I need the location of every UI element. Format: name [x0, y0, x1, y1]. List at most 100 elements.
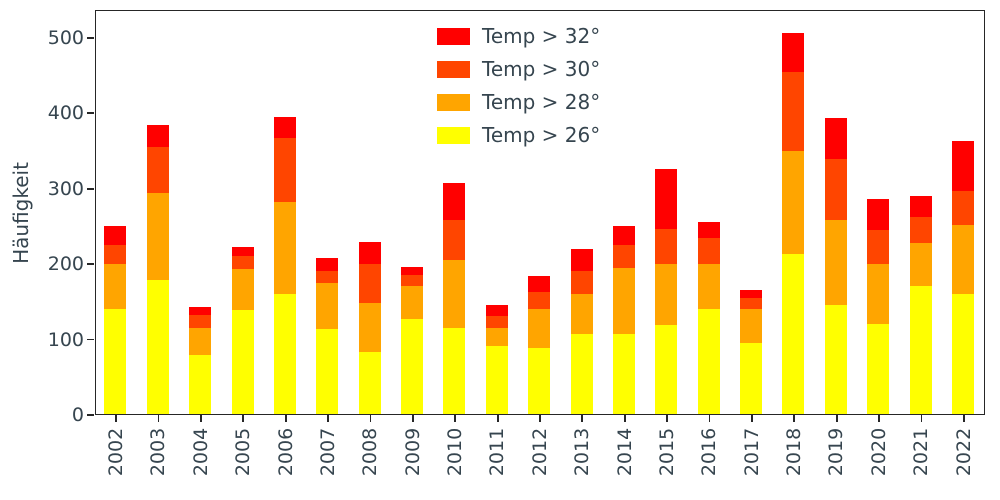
- y-tick-label: 100: [47, 328, 84, 351]
- bar-segment: [273, 293, 296, 414]
- y-tick-label: 400: [47, 102, 84, 125]
- x-tick-mark: [369, 415, 372, 422]
- bar-segment: [401, 318, 424, 414]
- bar-segment: [104, 226, 127, 246]
- bar-segment: [528, 308, 551, 348]
- bar-segment: [782, 254, 805, 414]
- x-tick-label-text: 2002: [105, 427, 128, 477]
- y-tick-label: 200: [47, 253, 84, 276]
- x-tick-label-text: 2009: [401, 427, 424, 477]
- bar-segment: [104, 263, 127, 309]
- legend-swatch: [437, 93, 470, 111]
- x-tick-mark: [920, 415, 923, 422]
- bar-segment: [316, 282, 339, 330]
- bar-segment: [358, 302, 381, 352]
- x-tick-label-text: 2007: [317, 427, 340, 477]
- bar-segment: [231, 256, 254, 270]
- bar-2014: [612, 226, 635, 414]
- bar-2015: [655, 168, 678, 414]
- bar-segment: [824, 305, 847, 414]
- bar-segment: [485, 327, 508, 347]
- bar-segment: [612, 333, 635, 414]
- bar-segment: [952, 191, 974, 225]
- x-tick-mark: [793, 415, 796, 422]
- y-tick-mark: [87, 187, 94, 190]
- bar-segment: [316, 271, 339, 283]
- bar-segment: [570, 271, 593, 294]
- x-tick-label: 2022: [936, 424, 992, 480]
- legend-label: Temp > 26°: [482, 123, 601, 147]
- y-tick-mark: [87, 263, 94, 266]
- x-tick-mark: [496, 415, 499, 422]
- bar-segment: [697, 308, 720, 414]
- legend-swatch: [437, 126, 470, 144]
- bar-segment: [740, 342, 763, 414]
- bar-segment: [358, 351, 381, 414]
- bar-segment: [824, 158, 847, 221]
- bar-segment: [443, 182, 466, 221]
- bar-2006: [273, 117, 296, 414]
- y-tick-label: 500: [47, 26, 84, 49]
- bar-segment: [401, 275, 424, 287]
- bar-2012: [528, 275, 551, 414]
- bar-segment: [740, 290, 763, 298]
- x-tick-mark: [200, 415, 202, 422]
- x-tick-mark: [157, 415, 160, 422]
- legend-item: Temp > 28°: [437, 91, 600, 113]
- bar-segment: [485, 346, 508, 414]
- y-tick-mark: [87, 414, 94, 416]
- bar-2005: [231, 247, 254, 414]
- x-tick-label-text: 2012: [528, 427, 551, 477]
- y-tick-mark: [87, 338, 94, 341]
- bar-segment: [782, 33, 805, 73]
- bar-segment: [485, 316, 508, 328]
- bar-segment: [909, 217, 932, 243]
- bar-2019: [824, 118, 847, 414]
- bar-segment: [358, 263, 381, 303]
- y-tick-label: 0: [71, 404, 84, 426]
- bar-segment: [952, 224, 974, 294]
- bar-segment: [824, 220, 847, 306]
- bar-segment: [104, 245, 127, 264]
- bar-segment: [401, 286, 424, 319]
- x-tick-label-text: 2014: [613, 427, 636, 477]
- bar-segment: [189, 327, 212, 356]
- bar-2003: [146, 124, 169, 414]
- legend-label: Temp > 30°: [482, 57, 601, 81]
- bar-segment: [443, 220, 466, 261]
- bar-segment: [655, 168, 678, 229]
- bar-segment: [358, 242, 381, 264]
- bar-segment: [909, 286, 932, 414]
- x-tick-label-text: 2018: [783, 427, 806, 477]
- bar-segment: [316, 329, 339, 414]
- bar-segment: [952, 293, 974, 414]
- bar-segment: [146, 124, 169, 148]
- x-tick-mark: [411, 415, 414, 422]
- y-tick-mark: [87, 112, 94, 115]
- bar-segment: [697, 237, 720, 264]
- bar-segment: [189, 314, 212, 328]
- x-tick-mark: [242, 415, 245, 422]
- x-tick-label-text: 2021: [910, 427, 933, 477]
- bar-2017: [740, 290, 763, 414]
- bar-segment: [528, 275, 551, 292]
- x-tick-mark: [962, 415, 965, 422]
- x-tick-label-text: 2005: [232, 427, 255, 477]
- bar-2016: [697, 221, 720, 414]
- bar-2011: [485, 305, 508, 414]
- x-tick-mark: [751, 415, 753, 422]
- bar-segment: [443, 327, 466, 414]
- bar-segment: [273, 117, 296, 138]
- bar-segment: [612, 245, 635, 268]
- x-tick-label-text: 2017: [740, 427, 763, 477]
- bar-segment: [655, 325, 678, 414]
- x-tick-label-text: 2020: [868, 427, 891, 477]
- x-tick-label-text: 2011: [486, 427, 509, 477]
- plot-area: [95, 10, 985, 415]
- x-tick-label-text: 2013: [571, 427, 594, 477]
- bar-segment: [740, 297, 763, 309]
- bar-segment: [146, 147, 169, 193]
- bar-segment: [867, 230, 890, 264]
- x-tick-mark: [454, 415, 457, 422]
